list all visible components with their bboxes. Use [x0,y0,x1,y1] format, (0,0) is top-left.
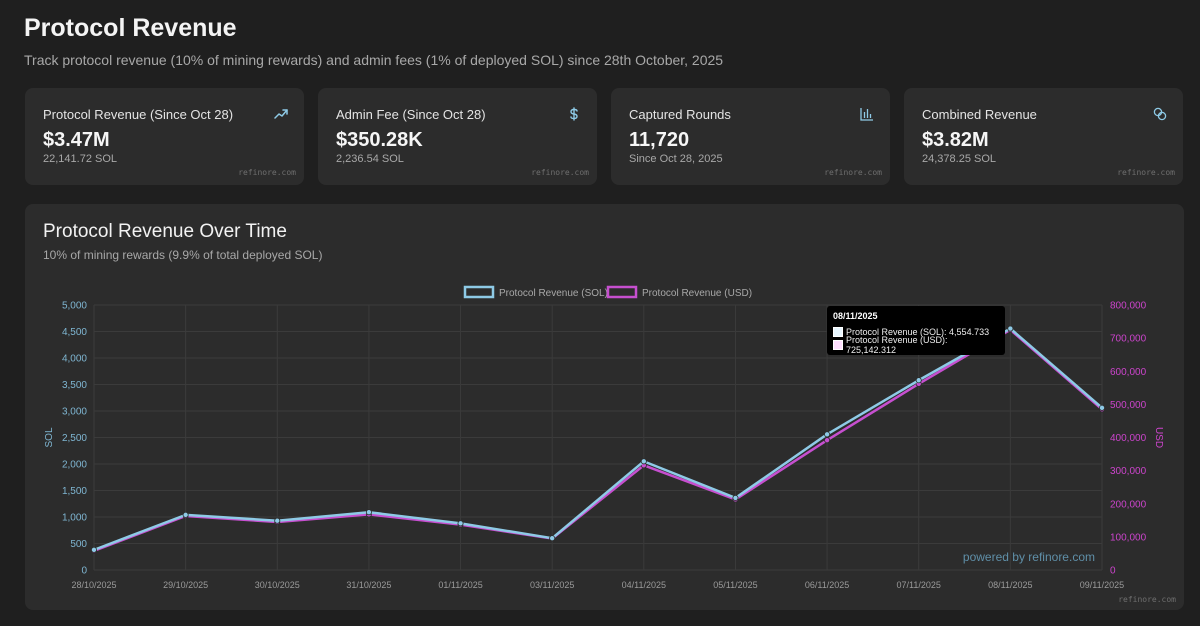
y-axis-title: SOL [44,427,55,447]
data-point-sol [365,509,372,516]
y2-tick-label: 600,000 [1110,367,1147,378]
coins-icon [1153,107,1167,121]
x-tick-label: 01/11/2025 [438,580,482,590]
chart-subtitle: 10% of mining rewards (9.9% of total dep… [43,248,323,262]
series-line-sol [93,327,1103,552]
stat-card-admin-fee: Admin Fee (Since Oct 28) $350.28K 2,236.… [318,88,597,185]
data-point-sol [549,535,556,542]
card-label: Admin Fee (Since Oct 28) [336,107,486,122]
y-tick-label: 3,000 [62,407,87,418]
card-brand: refinore.com [531,168,589,177]
legend-item-usd-swatch [606,285,638,299]
data-point-sol [1007,325,1014,332]
y-tick-label: 3,500 [62,380,87,391]
powered-by-watermark: powered by refinore.com [962,550,1095,564]
y-tick-label: 1,500 [62,486,87,497]
y-tick-label: 0 [81,566,87,577]
x-tick-label: 28/10/2025 [71,580,116,590]
x-tick-label: 09/11/2025 [1080,580,1124,590]
card-brand: refinore.com [238,168,296,177]
x-tick-label: 30/10/2025 [255,580,300,590]
card-label: Protocol Revenue (Since Oct 28) [43,107,234,122]
data-point-sol [915,377,922,384]
revenue-chart-panel: Protocol Revenue Over Time 10% of mining… [25,204,1184,610]
tooltip-swatch-usd [833,339,843,350]
x-tick-label: 05/11/2025 [713,580,757,590]
x-tick-label: 31/10/2025 [346,580,391,590]
stat-cards: Protocol Revenue (Since Oct 28) $3.47M 2… [25,88,1185,185]
tooltip-value-sol: Protocol Revenue (SOL): 4,554.733 [846,326,990,337]
y2-axis-title: USD [1153,427,1164,448]
data-point-sol [91,546,98,553]
data-point-usd [824,437,831,444]
y2-tick-label: 500,000 [1110,400,1147,411]
y2-tick-label: 0 [1110,566,1116,577]
card-label: Combined Revenue [922,107,1037,122]
card-sub: 2,236.54 SOL [336,153,404,165]
chart-title: Protocol Revenue Over Time [43,221,287,242]
card-label: Captured Rounds [629,107,731,122]
x-tick-label: 04/11/2025 [622,580,666,590]
y2-tick-label: 100,000 [1110,532,1147,543]
y2-tick-label: 700,000 [1110,334,1147,345]
trending-up-icon [274,109,288,119]
data-point-sol [640,458,647,465]
y2-tick-label: 800,000 [1110,301,1147,312]
data-point-sol [274,517,281,524]
x-tick-label: 07/11/2025 [897,580,941,590]
card-brand: refinore.com [1117,168,1175,177]
bar-chart-icon [860,108,873,121]
tooltip-row-sol: Protocol Revenue (SOL): 4,554.733 [833,325,999,338]
data-point-sol [457,520,464,527]
page-title: Protocol Revenue [24,14,237,42]
stat-card-combined-revenue: Combined Revenue $3.82M 24,378.25 SOL re… [904,88,1183,185]
y-tick-label: 4,500 [62,327,87,338]
data-point-sol [182,511,189,518]
y-tick-label: 500 [70,539,87,550]
y-tick-label: 5,000 [62,301,87,312]
revenue-line-chart[interactable]: 0 500 1,000 1,500 2,000 2,500 3,000 3,500 4,000 4… [25,204,1184,610]
y2-tick-label: 400,000 [1110,433,1147,444]
x-tick-label: 06/11/2025 [805,580,849,590]
card-value: $3.82M [922,129,989,151]
x-tick-label: 29/10/2025 [163,580,208,590]
y-tick-label: 2,500 [62,433,87,444]
y-tick-label: 4,000 [62,354,87,365]
card-value: 11,720 [629,129,690,151]
x-tick-label: 03/11/2025 [530,580,574,590]
tooltip-title: 08/11/2025 [833,311,878,321]
legend-item-sol-label: Protocol Revenue (SOL) [499,288,608,299]
tooltip-swatch-sol [833,326,843,337]
x-tick-label: 08/11/2025 [988,580,1032,590]
tooltip-value-usd: Protocol Revenue (USD): 725,142.312 [846,334,948,355]
y-tick-label: 1,000 [62,513,87,524]
card-value: $350.28K [336,129,423,151]
data-point-sol [824,431,831,438]
card-brand: refinore.com [824,168,882,177]
card-sub: Since Oct 28, 2025 [629,153,723,165]
card-value: $3.47M [43,129,110,151]
panel-brand: refinore.com [1118,595,1176,604]
tooltip-row-usd: Protocol Revenue (USD): 725,142.312 [833,335,999,355]
legend-item-usd-label: Protocol Revenue (USD) [642,288,752,299]
data-point-sol [732,494,739,501]
stat-card-captured-rounds: Captured Rounds 11,720 Since Oct 28, 202… [611,88,890,185]
dollar-icon [570,107,578,121]
card-sub: 22,141.72 SOL [43,153,118,165]
page-subtitle: Track protocol revenue (10% of mining re… [24,52,724,68]
y-tick-label: 2,000 [62,460,87,471]
data-point-sol [1099,404,1106,411]
y2-tick-label: 300,000 [1110,466,1147,477]
legend-item-sol-swatch [463,285,495,299]
card-sub: 24,378.25 SOL [922,153,997,165]
chart-tooltip: 08/11/2025 Protocol Revenue (SOL): 4,554… [827,306,1005,355]
y2-tick-label: 200,000 [1110,499,1147,510]
stat-card-protocol-revenue: Protocol Revenue (Since Oct 28) $3.47M 2… [25,88,304,185]
